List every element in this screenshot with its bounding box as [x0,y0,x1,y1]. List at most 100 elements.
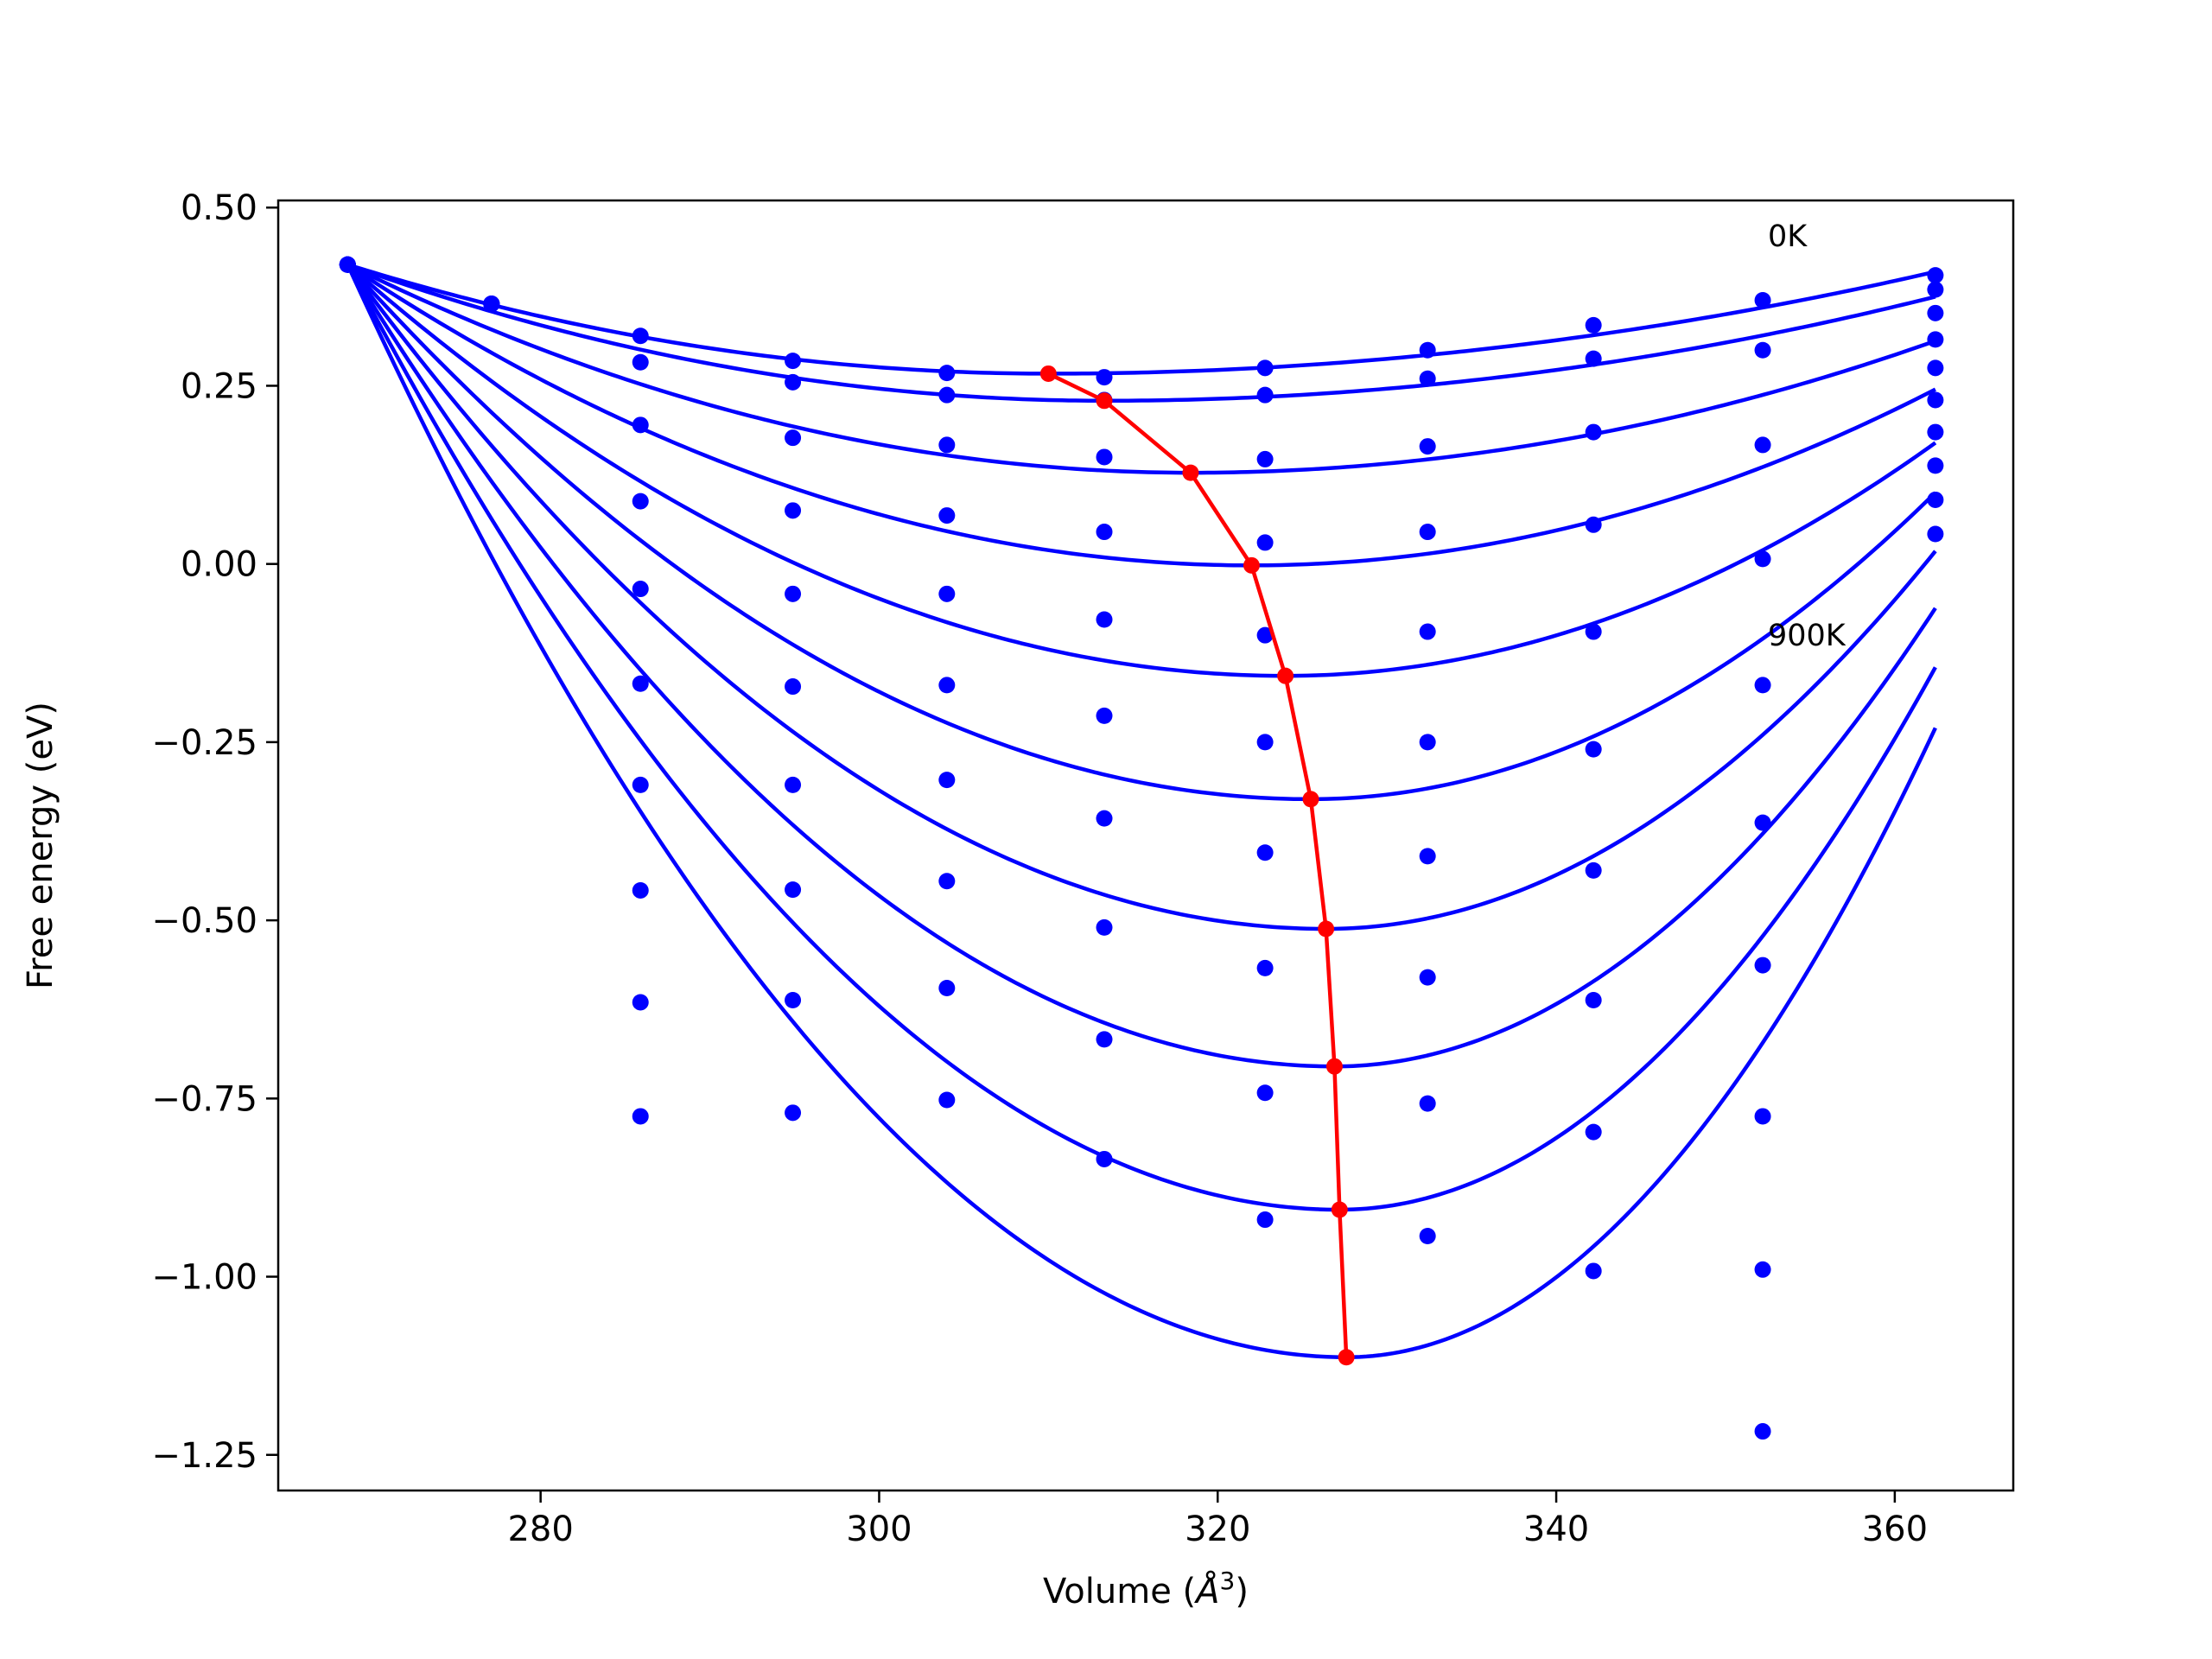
data-point [785,429,802,447]
fit-curve [346,264,1937,1212]
data-point [339,256,356,273]
data-point [1096,448,1113,466]
fit-curves [346,263,1937,1360]
data-point [1585,991,1602,1008]
y-tick-label: 0.00 [181,545,257,585]
minimum-point [1302,791,1319,808]
minimum-point [1325,1058,1343,1075]
data-point [1754,957,1771,974]
data-point [1585,861,1602,879]
data-point [1585,623,1602,640]
minimum-point [1338,1349,1355,1366]
fit-curve [346,263,1937,802]
data-point [1096,707,1113,724]
minimum-point [1318,920,1335,938]
data-point [785,991,802,1008]
data-point [1927,491,1944,508]
data-point [1585,516,1602,533]
y-tick-label: −1.00 [151,1258,257,1298]
minimum-point [1039,365,1057,382]
data-point [1754,341,1771,359]
data-point [785,353,802,370]
data-point [938,365,956,382]
data-point [1419,623,1436,640]
x-tick-label: 360 [1862,1510,1928,1549]
fit-curve [346,264,1937,1069]
data-point [785,678,802,696]
data-point [632,327,649,345]
data-point [1927,304,1944,321]
data-point [1419,969,1436,986]
x-axis-label: Volume (Å3) [1043,1567,1249,1611]
data-point [1754,436,1771,454]
minimum-path [1039,365,1355,1366]
data-point [1256,386,1274,404]
data-point [785,881,802,899]
y-tick-label: 0.50 [181,188,257,228]
data-point [1927,281,1944,298]
data-point [1927,423,1944,441]
y-axis-label: Free energy (eV) [21,702,60,989]
data-point [632,416,649,434]
data-point [632,776,649,793]
data-point [938,386,956,404]
y-tick-label: −0.75 [151,1079,257,1119]
data-point [785,502,802,519]
data-point [1927,391,1944,409]
data-point [1256,359,1274,377]
minimum-point [1277,667,1294,684]
x-tick-label: 340 [1523,1510,1589,1549]
data-point [1754,1423,1771,1440]
fit-curve [346,264,1937,1360]
plot-frame [276,199,2015,1492]
data-point [1256,626,1274,644]
data-point [1256,534,1274,551]
x-tick-label: 300 [846,1510,912,1549]
data-point [1585,741,1602,758]
data-point [1927,359,1944,377]
x-tick-label: 320 [1185,1510,1250,1549]
data-point [1419,734,1436,751]
data-point [632,994,649,1011]
y-tick-label: −1.25 [151,1436,257,1476]
minimum-point [1331,1201,1348,1218]
data-point [1096,1031,1113,1048]
x-axis-label-symbol: Å [1193,1570,1219,1611]
data-point [1096,524,1113,541]
data-point [1585,1123,1602,1141]
y-tick-label: 0.25 [181,366,257,406]
data-point [1754,291,1771,308]
fit-curve [346,263,1936,568]
x-axis-label-main: Volume ( [1043,1572,1196,1611]
data-point [483,296,500,313]
data-point [1419,1228,1436,1245]
data-point [1096,369,1113,386]
data-point [1927,267,1944,284]
data-point [632,581,649,598]
data-point [1256,1084,1274,1102]
data-point [1754,550,1771,568]
y-tick-label: −0.50 [151,901,257,941]
data-point [785,585,802,602]
fit-curve [346,263,1936,475]
data-point [785,373,802,391]
minimum-point [1096,392,1113,410]
minimum-point [1243,556,1260,574]
data-point [1585,1262,1602,1280]
data-point [1419,341,1436,359]
data-point [632,353,649,371]
x-axis-label-exponent: 3 [1220,1567,1236,1595]
fit-curve [346,263,1936,404]
data-point [1096,918,1113,936]
data-point [1256,844,1274,861]
x-axis-ticks: 280 300 320 340 360 [507,1491,1928,1549]
data-point [1585,350,1602,367]
data-point [1419,848,1436,865]
data-point [1256,1211,1274,1229]
data-points [339,256,1944,1440]
data-point [1927,525,1944,543]
data-point [938,507,956,524]
data-point [1419,524,1436,541]
x-axis-label-close: ) [1235,1572,1249,1611]
